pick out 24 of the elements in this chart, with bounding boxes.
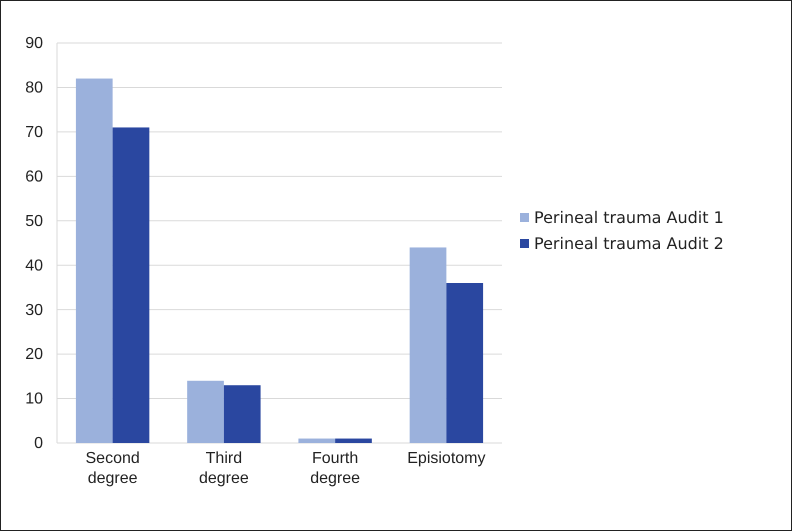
y-tick-label: 80	[25, 80, 44, 97]
y-tick-label: 60	[25, 168, 44, 186]
y-tick-label: 40	[25, 257, 44, 274]
bar	[410, 247, 446, 443]
x-tick-label: Second degree	[85, 450, 140, 487]
bar	[298, 438, 336, 443]
x-tick-label: Fourth degree	[310, 450, 360, 487]
y-tick-label: 70	[25, 124, 44, 142]
bar	[76, 78, 113, 443]
y-tick-label: 10	[25, 390, 44, 408]
bar	[187, 380, 224, 443]
y-tick-label: 30	[25, 302, 44, 319]
legend-label: Perineal trauma Audit 1	[534, 208, 724, 227]
bar	[446, 283, 484, 443]
x-tick-label: Third degree	[198, 450, 249, 487]
bar	[335, 438, 372, 443]
y-tick-label: 20	[25, 346, 44, 364]
x-tick-label: Episiotomy	[407, 450, 486, 467]
y-tick-label: 0	[34, 435, 44, 452]
y-tick-label: 50	[25, 212, 44, 230]
y-tick-label: 90	[25, 35, 44, 52]
bar	[224, 385, 261, 443]
legend-label: Perineal trauma Audit 2	[534, 234, 724, 253]
bar	[112, 127, 150, 443]
